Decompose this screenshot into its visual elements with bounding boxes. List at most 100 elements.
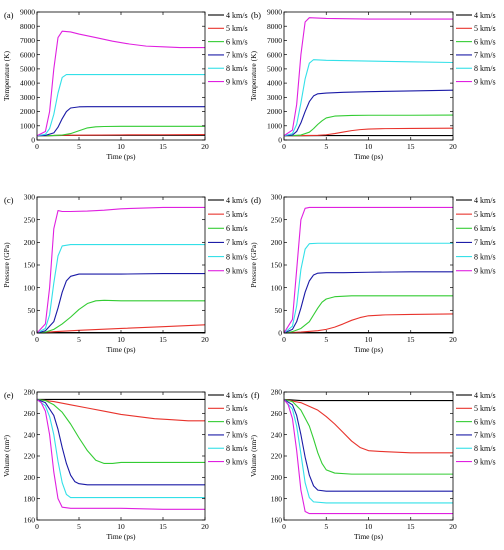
y-tick-label: 250 [271, 215, 283, 224]
x-tick-label: 10 [365, 335, 373, 344]
series-line-9-km-s [36, 399, 205, 510]
panel-label: (c) [4, 195, 14, 205]
x-tick-label: 10 [117, 335, 125, 344]
y-tick-label: 9000 [20, 8, 35, 17]
y-tick-label: 150 [271, 261, 283, 270]
y-tick-label: 180 [24, 494, 36, 503]
legend-label: 5 km/s [226, 24, 248, 33]
y-axis-title: Volume (nm³) [2, 435, 11, 477]
x-tick-label: 15 [407, 335, 415, 344]
x-tick-label: 15 [407, 522, 415, 531]
series-line-5-km-s [36, 324, 206, 334]
legend-label: 7 km/s [474, 51, 496, 60]
y-tick-label: 3000 [267, 93, 282, 102]
legend-label: 4 km/s [474, 11, 496, 20]
legend-label: 4 km/s [226, 11, 248, 20]
legend-label: 4 km/s [226, 391, 248, 400]
panel-label: (e) [4, 390, 14, 400]
panel-label: (a) [4, 10, 14, 20]
legend-label: 7 km/s [226, 238, 248, 247]
y-tick-label: 220 [271, 452, 283, 461]
y-tick-label: 200 [271, 473, 283, 482]
legend-label: 8 km/s [226, 444, 248, 453]
x-tick-label: 15 [407, 142, 415, 151]
y-tick-label: 200 [24, 473, 36, 482]
panel-label: (f) [251, 390, 260, 400]
series-line-7-km-s [36, 398, 205, 486]
x-axis-title: Time (ps) [106, 345, 136, 354]
y-tick-label: 0 [278, 136, 282, 145]
legend-label: 6 km/s [474, 224, 496, 233]
y-tick-label: 260 [271, 409, 283, 418]
legend-label: 6 km/s [226, 417, 248, 426]
series-line-5-km-s [283, 313, 454, 334]
y-tick-label: 240 [24, 430, 36, 439]
series-line-9-km-s [36, 206, 205, 334]
x-tick-label: 0 [35, 522, 39, 531]
panel-1: 0 5 10 15 20 0 1000 2000 3000 4000 5000 6000 7000 800… [2, 8, 248, 161]
series-line-4-km-s [283, 398, 453, 402]
y-tick-label: 50 [275, 306, 283, 315]
y-axis-title: Temperature (K) [249, 50, 258, 101]
series-line-6-km-s [283, 114, 454, 137]
x-axis-title: Time (ps) [354, 152, 384, 161]
legend-label: 8 km/s [474, 444, 496, 453]
legend-label: 7 km/s [226, 51, 248, 60]
legend-label: 6 km/s [474, 37, 496, 46]
series-line-8-km-s [36, 244, 205, 334]
y-tick-label: 4000 [20, 79, 35, 88]
series-line-8-km-s [36, 399, 205, 499]
x-tick-label: 0 [35, 142, 39, 151]
plot-frame [36, 391, 206, 521]
legend-label: 7 km/s [474, 431, 496, 440]
y-tick-label: 8000 [267, 22, 282, 31]
y-tick-label: 9000 [267, 8, 282, 17]
plot-frame [36, 196, 206, 334]
legend-label: 9 km/s [474, 457, 496, 466]
y-tick-label: 6000 [20, 50, 35, 59]
legend-label: 8 km/s [226, 252, 248, 261]
plot-frame [283, 196, 454, 334]
series-line-9-km-s [283, 206, 453, 334]
legend-label: 5 km/s [474, 24, 496, 33]
x-tick-label: 5 [77, 335, 81, 344]
x-tick-label: 5 [77, 142, 81, 151]
legend-label: 5 km/s [474, 404, 496, 413]
x-tick-label: 5 [77, 522, 81, 531]
series-line-8-km-s [283, 399, 453, 504]
y-tick-label: 220 [24, 452, 36, 461]
y-tick-label: 100 [24, 283, 36, 292]
x-tick-label: 0 [282, 142, 286, 151]
series-line-9-km-s [283, 399, 453, 515]
y-tick-label: 6000 [267, 50, 282, 59]
panel-label: (b) [251, 10, 261, 20]
y-tick-label: 50 [28, 306, 36, 315]
x-tick-label: 20 [449, 142, 457, 151]
x-tick-label: 10 [117, 142, 125, 151]
panel-5: 0 5 10 15 20 160 180 200 220 240 260 280 Time (ps) Vo… [2, 388, 248, 541]
y-tick-label: 4000 [267, 79, 282, 88]
x-tick-label: 10 [117, 522, 125, 531]
x-tick-label: 20 [449, 335, 457, 344]
series-line-7-km-s [283, 89, 454, 137]
legend-label: 4 km/s [474, 196, 496, 205]
plot-frame [283, 11, 454, 141]
x-tick-label: 15 [159, 335, 167, 344]
x-axis-title: Time (ps) [354, 532, 384, 541]
series-line-6-km-s [283, 398, 453, 475]
y-tick-label: 180 [271, 494, 283, 503]
series-line-5-km-s [283, 398, 453, 454]
y-axis-title: Pressure (GPa) [249, 242, 258, 288]
y-tick-label: 250 [24, 215, 36, 224]
legend-label: 6 km/s [226, 37, 248, 46]
y-tick-label: 200 [271, 238, 283, 247]
x-tick-label: 20 [201, 522, 209, 531]
y-tick-label: 300 [24, 193, 36, 202]
y-tick-label: 0 [31, 329, 35, 338]
legend-label: 5 km/s [226, 404, 248, 413]
legend-label: 9 km/s [226, 267, 248, 276]
series-line-8-km-s [36, 74, 205, 137]
series-line-9-km-s [36, 30, 205, 137]
legend-label: 4 km/s [226, 196, 248, 205]
